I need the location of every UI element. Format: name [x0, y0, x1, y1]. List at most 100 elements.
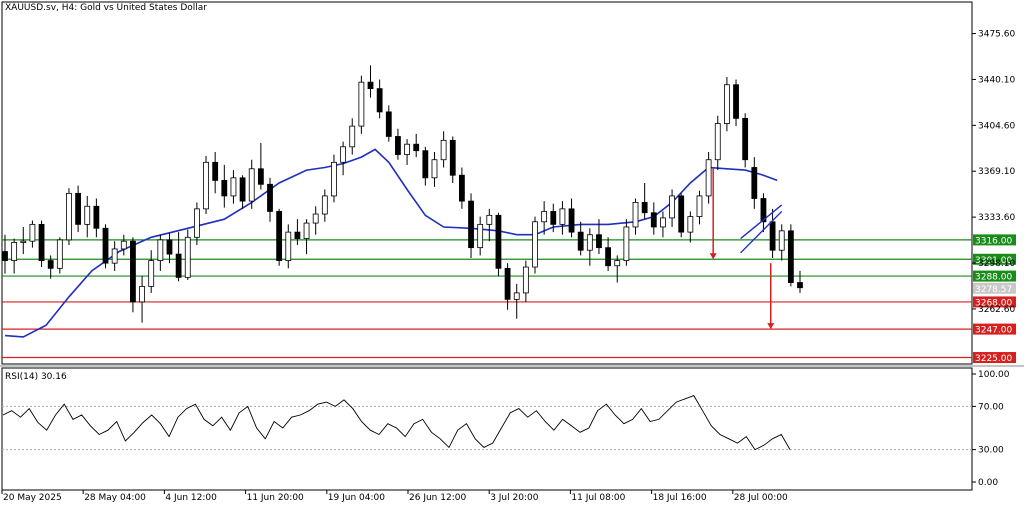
candle — [486, 208, 493, 242]
candle-body — [331, 161, 337, 197]
candle-body — [404, 143, 410, 155]
candle — [93, 198, 100, 238]
level-tag — [973, 234, 1016, 246]
candle-body — [294, 231, 301, 239]
candle-body — [340, 146, 347, 163]
time-tick-label: 4 Jun 12:00 — [165, 493, 217, 503]
candle-body — [84, 205, 91, 225]
rsi-label: RSI(14) 30.16 — [5, 372, 67, 382]
candle-body — [2, 251, 8, 261]
level-tag-label: 3316.00 — [975, 236, 1012, 246]
candle-body — [632, 201, 639, 228]
rsi-tick-label: 100.00 — [978, 370, 1010, 380]
candle-body — [20, 240, 27, 243]
candle-body — [422, 150, 429, 179]
candle-body — [769, 221, 776, 251]
candle-body — [203, 161, 209, 210]
candle — [84, 195, 91, 238]
candle — [550, 203, 557, 233]
candle — [504, 263, 511, 310]
candle — [559, 201, 566, 235]
candle-body — [102, 227, 109, 264]
candle-body — [522, 266, 529, 294]
candle — [477, 216, 484, 256]
candle-body — [449, 139, 456, 176]
price-tick-label: 3298.10 — [978, 259, 1015, 269]
candle-body — [714, 123, 721, 161]
time-tick-label: 20 May 2025 — [3, 493, 62, 503]
candle — [212, 151, 219, 194]
candle-body — [687, 216, 694, 233]
candle — [632, 198, 639, 235]
candle — [120, 234, 127, 256]
moving-average-line — [4, 148, 778, 338]
candle — [376, 79, 383, 119]
candle-body — [111, 248, 118, 264]
candle — [440, 131, 447, 168]
candle-body — [248, 168, 255, 202]
candle — [29, 220, 36, 248]
candle-body — [596, 234, 602, 249]
candle-body — [358, 81, 365, 127]
candle-body — [641, 201, 648, 214]
down-arrow-head — [767, 323, 775, 330]
candle-body — [367, 81, 374, 90]
candle — [111, 241, 118, 271]
candle — [522, 260, 529, 302]
candle-body — [166, 239, 173, 255]
candle-body — [678, 195, 685, 233]
candle-body — [321, 195, 328, 215]
candle — [541, 201, 548, 235]
rsi-tick-label: 0.00 — [978, 478, 998, 488]
candle-body — [760, 198, 767, 223]
price-tick-label: 3333.60 — [978, 213, 1015, 223]
candle — [20, 226, 27, 255]
price-tick-label: 3440.10 — [978, 75, 1015, 85]
candle-body — [614, 260, 621, 267]
candle-body — [733, 84, 739, 119]
current-price-label: 3278.57 — [975, 285, 1012, 295]
candle — [184, 229, 191, 280]
candle-body — [349, 125, 356, 148]
candle — [696, 190, 703, 225]
candle — [787, 224, 794, 287]
candle-body — [38, 223, 45, 261]
down-arrow-head — [709, 253, 717, 260]
price-panel-frame — [1, 1, 973, 365]
candle — [203, 155, 209, 215]
candle-body — [120, 240, 127, 250]
candle — [257, 142, 264, 190]
candle-body — [193, 208, 200, 238]
candle — [577, 221, 584, 256]
time-tick-label: 11 Jun 20:00 — [247, 493, 304, 503]
candle — [395, 128, 401, 160]
candle — [267, 177, 273, 222]
candle — [102, 224, 109, 269]
candle — [678, 193, 685, 238]
candle-body — [385, 111, 392, 137]
candle-body — [395, 136, 401, 155]
candle-body — [56, 239, 63, 269]
candle — [687, 211, 694, 243]
candle — [413, 133, 420, 158]
candle-body — [230, 177, 237, 197]
candle — [321, 189, 328, 222]
candle — [239, 175, 246, 209]
candle — [175, 232, 182, 282]
candle-body — [504, 267, 511, 300]
candle — [614, 255, 621, 283]
candle-body — [705, 159, 712, 197]
candle — [422, 146, 429, 186]
candle — [148, 250, 155, 293]
candle-body — [568, 208, 575, 233]
candle — [513, 283, 520, 319]
level-tag — [973, 296, 1016, 308]
candle — [797, 270, 803, 293]
candle-body — [276, 211, 283, 261]
candle — [760, 193, 767, 233]
candle-body — [93, 205, 100, 229]
candle-body — [541, 211, 548, 223]
candle-body — [797, 282, 803, 289]
level-tag — [973, 323, 1016, 335]
candle — [751, 157, 758, 209]
